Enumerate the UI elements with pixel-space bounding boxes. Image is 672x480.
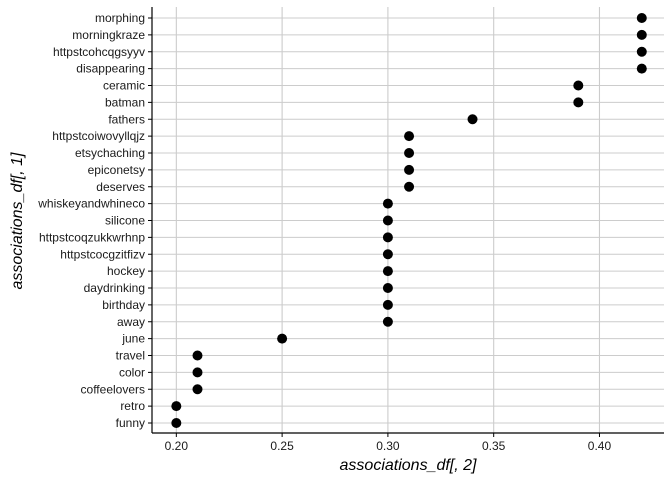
y-tick-label: fathers xyxy=(108,112,145,126)
data-point xyxy=(573,80,584,91)
data-point xyxy=(467,114,478,125)
y-tick-label: away xyxy=(117,315,145,329)
y-tick-labels: morphing morningkraze httpstcohcqgsyyv disa… xyxy=(37,11,152,430)
data-point xyxy=(382,316,393,327)
y-tick-label: morphing xyxy=(95,11,145,25)
y-axis-title: associations_df[, 1] xyxy=(9,152,26,290)
x-tick-label: 0.25 xyxy=(270,439,294,453)
data-point xyxy=(573,97,584,108)
y-tick-label: daydrinking xyxy=(84,281,145,295)
data-point xyxy=(382,299,393,310)
y-tick-label: hockey xyxy=(107,264,145,278)
horizontal-gridlines xyxy=(152,17,664,424)
y-tick-label: httpstcocgzitfizv xyxy=(60,247,145,261)
data-point xyxy=(404,181,415,192)
data-point xyxy=(636,46,647,57)
data-point xyxy=(636,63,647,74)
data-point xyxy=(382,249,393,260)
y-tick-label: disappearing xyxy=(76,62,145,76)
x-tick-label: 0.40 xyxy=(588,439,612,453)
data-point xyxy=(192,367,203,378)
data-point xyxy=(277,333,288,344)
data-point xyxy=(382,283,393,293)
x-tick-label: 0.35 xyxy=(482,439,506,453)
data-point xyxy=(171,418,182,428)
y-tick-label: ceramic xyxy=(103,79,145,93)
data-point xyxy=(636,13,647,23)
y-tick-label: batman xyxy=(105,95,145,109)
y-tick-label: morningkraze xyxy=(72,28,145,42)
y-tick-label: httpstcohcqgsyyv xyxy=(53,45,145,59)
x-tick-labels: 0.20 0.25 0.30 0.35 0.40 xyxy=(165,439,612,453)
y-tick-label: whiskeyandwhineco xyxy=(37,197,145,211)
x-tick-marks xyxy=(175,433,600,437)
data-point xyxy=(171,401,182,412)
y-tick-label: travel xyxy=(116,349,145,363)
y-tick-label: birthday xyxy=(102,298,145,312)
data-point xyxy=(382,266,393,277)
y-tick-label: june xyxy=(121,332,145,346)
data-points xyxy=(171,13,647,428)
data-point xyxy=(404,148,415,158)
y-tick-label: deserves xyxy=(96,180,145,194)
y-tick-label: color xyxy=(119,365,145,379)
data-point xyxy=(192,350,203,361)
data-point xyxy=(404,164,415,175)
y-tick-label: funny xyxy=(116,416,145,430)
y-tick-label: coffeelovers xyxy=(81,382,145,396)
x-axis-title: associations_df[, 2] xyxy=(340,457,478,474)
x-tick-label: 0.30 xyxy=(376,439,400,453)
data-point xyxy=(636,29,647,40)
data-point xyxy=(404,131,415,142)
y-tick-label: silicone xyxy=(105,214,145,228)
data-point xyxy=(192,384,203,395)
data-point xyxy=(382,232,393,243)
y-tick-label: etsychaching xyxy=(75,146,145,160)
y-tick-label: httpstcoiwovyllqjz xyxy=(52,129,145,143)
y-tick-label: epiconetsy xyxy=(88,163,145,177)
x-tick-label: 0.20 xyxy=(165,439,189,453)
y-tick-label: httpstcoqzukkwrhnp xyxy=(39,230,145,244)
data-point xyxy=(382,198,393,209)
y-tick-label: retro xyxy=(120,399,145,413)
data-point xyxy=(382,215,393,226)
